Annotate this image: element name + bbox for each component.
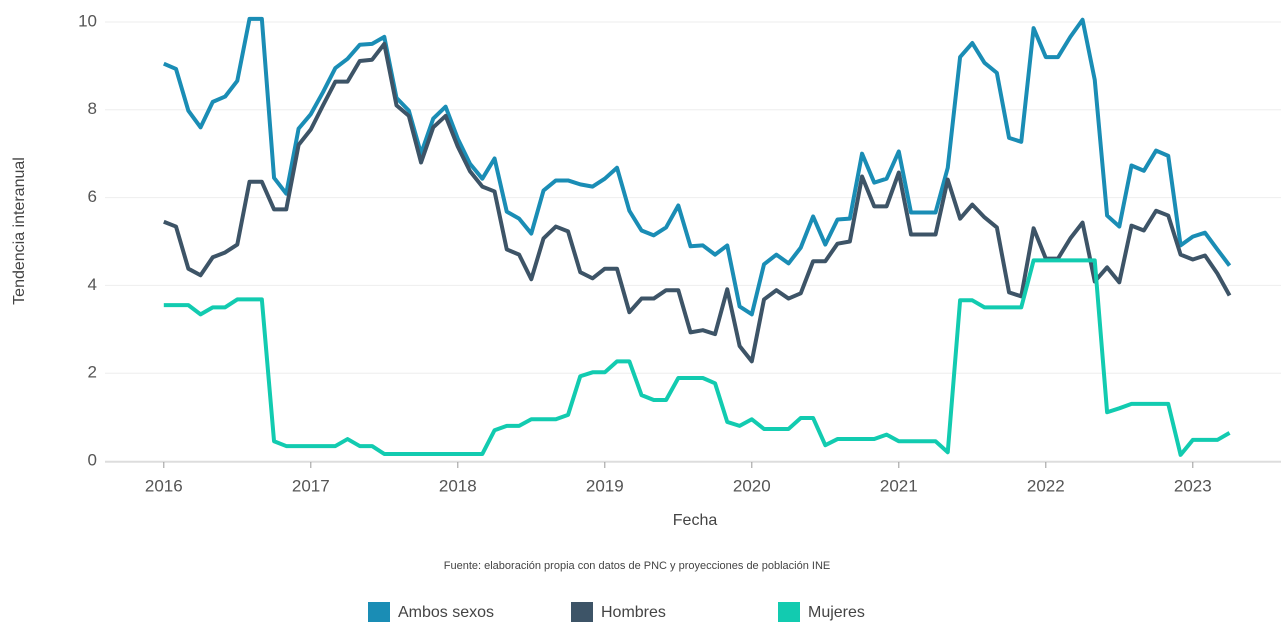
legend-swatch [778,602,800,622]
y-tick-label: 10 [78,11,97,30]
y-tick-label: 4 [88,275,97,294]
x-tick-label: 2018 [439,476,477,495]
x-tick-label: 2019 [586,476,624,495]
legend-swatch [571,602,593,622]
x-tick-label: 2023 [1174,476,1212,495]
x-axis-title: Fecha [673,512,718,529]
legend-label: Mujeres [808,604,865,621]
x-tick-label: 2022 [1027,476,1065,495]
y-tick-label: 6 [88,187,97,206]
series-line [163,258,1231,457]
x-tick-label: 2017 [292,476,330,495]
caption: Fuente: elaboración propia con datos de … [444,560,830,572]
series-line [163,16,1232,317]
x-tick-label: 2021 [880,476,918,495]
y-tick-label: 0 [88,450,97,469]
legend-label: Hombres [601,604,666,621]
legend-swatch [368,602,390,622]
y-axis-title: Tendencia interanual [11,157,28,305]
x-tick-label: 2016 [145,476,183,495]
x-tick-label: 2020 [733,476,771,495]
y-tick-label: 8 [88,99,97,118]
legend-label: Ambos sexos [398,604,494,621]
y-tick-label: 2 [88,363,97,382]
